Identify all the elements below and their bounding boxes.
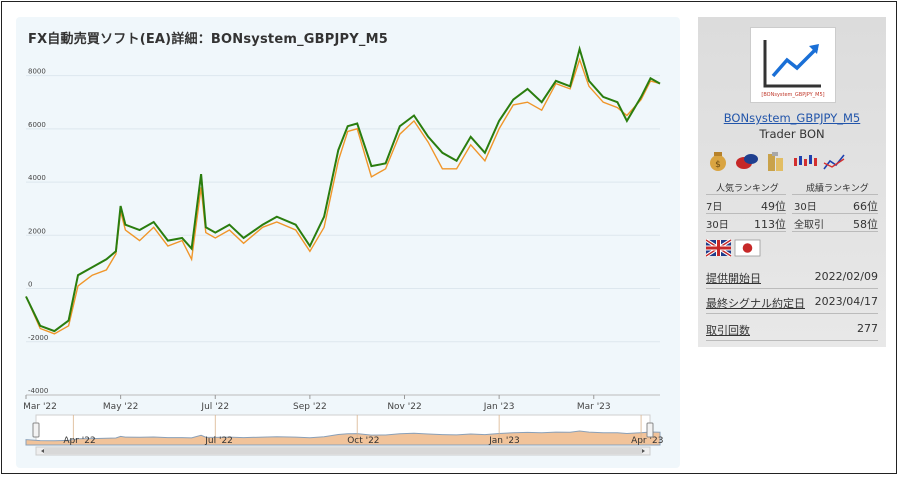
y-tick-label: -4000 xyxy=(28,387,48,395)
info-value: 277 xyxy=(857,322,878,335)
scroll-right-arrow[interactable] xyxy=(642,449,645,453)
series-line xyxy=(25,57,661,335)
rank-label: 7日 xyxy=(706,202,723,213)
navigator-tick-label: Jul '22 xyxy=(204,436,233,446)
chart-panel: FX自動売買ソフト(EA)詳細：BONsystem_GBPJPY_M5 8000… xyxy=(16,17,680,468)
info-label: 最終シグナル約定日 xyxy=(706,297,805,310)
rank-label: 30日 xyxy=(794,202,817,213)
rank-value: 58位 xyxy=(853,218,878,231)
performance-rank-30d: 30日 66位 xyxy=(794,198,878,213)
popularity-rank-30d: 30日 113位 xyxy=(706,216,786,231)
popularity-ranking-heading: 人気ランキング xyxy=(716,184,779,194)
candlestick-icon[interactable] xyxy=(794,155,817,166)
info-value: 2023/04/17 xyxy=(814,295,878,308)
info-row-trade-count[interactable]: 取引回数 277 xyxy=(706,322,878,338)
info-row-last-signal-date[interactable]: 最終シグナル約定日 2023/04/17 xyxy=(706,295,878,311)
y-tick-label: 4000 xyxy=(28,174,46,182)
x-tick-label: Sep '22 xyxy=(293,402,327,412)
coin-stack-icon[interactable] xyxy=(768,152,783,171)
y-tick-label: 8000 xyxy=(28,68,46,76)
profit-chart[interactable]: 8000 6000 4000 2000 0 -2000 -4000 Mar '22 May '2… xyxy=(16,17,680,468)
y-tick-label: -2000 xyxy=(28,334,48,342)
performance-ranking-heading: 成績ランキング xyxy=(806,184,869,194)
rank-value: 49位 xyxy=(761,200,786,213)
rank-label: 30日 xyxy=(706,220,729,231)
divider xyxy=(792,213,878,214)
info-label: 提供開始日 xyxy=(706,272,761,285)
divider xyxy=(706,213,786,214)
money-bag-icon[interactable]: $ xyxy=(710,152,726,171)
performance-rank-all: 全取引 58位 xyxy=(794,216,878,231)
scrollbar-thumb[interactable] xyxy=(44,448,642,454)
uk-flag-icon[interactable] xyxy=(706,239,732,257)
info-row-start-date[interactable]: 提供開始日 2022/02/09 xyxy=(706,270,878,286)
speech-bubble-icon[interactable] xyxy=(736,154,758,169)
rank-value: 66位 xyxy=(853,200,878,213)
system-name-link[interactable]: BONsystem_GBPJPY_M5 xyxy=(723,111,861,125)
x-tick-label: Mar '22 xyxy=(23,402,57,412)
ea-info-sidebar: [BONsystem_GBPJPY_M5] BONsystem_GBPJPY_M… xyxy=(698,17,886,347)
logo-label: [BONsystem_GBPJPY_M5] xyxy=(761,92,825,98)
x-tick-label: May '22 xyxy=(103,402,138,412)
x-tick-label: Jan '23 xyxy=(483,402,515,412)
divider xyxy=(706,194,786,195)
navigator-tick-label: Apr '22 xyxy=(63,436,95,446)
y-tick-label: 6000 xyxy=(28,121,46,129)
navigator-handle[interactable] xyxy=(646,422,654,438)
divider xyxy=(706,288,878,289)
divider xyxy=(706,340,878,341)
popularity-rank-7d: 7日 49位 xyxy=(706,198,786,213)
japan-flag-icon[interactable] xyxy=(734,239,761,257)
divider xyxy=(792,194,878,195)
series-line xyxy=(25,45,661,333)
rank-label: 全取引 xyxy=(794,220,824,231)
ea-logo[interactable]: [BONsystem_GBPJPY_M5] xyxy=(750,27,836,103)
x-tick-label: Jul '22 xyxy=(200,402,229,412)
trader-name[interactable]: Trader BON xyxy=(759,127,825,141)
y-tick-label: 2000 xyxy=(28,227,46,235)
info-label: 取引回数 xyxy=(706,324,750,337)
y-tick-label: 0 xyxy=(28,281,32,289)
scroll-left-arrow[interactable] xyxy=(41,449,44,453)
divider xyxy=(792,231,878,232)
navigator-tick-label: Oct '22 xyxy=(347,436,379,446)
navigator-area xyxy=(25,430,661,446)
x-tick-label: Nov '22 xyxy=(387,402,421,412)
info-value: 2022/02/09 xyxy=(814,270,878,283)
chart-up-arrow-icon xyxy=(763,40,821,88)
navigator-handle[interactable] xyxy=(32,422,40,438)
trend-line-icon[interactable] xyxy=(823,154,845,170)
navigator-tick-label: Jan '23 xyxy=(488,436,520,446)
chart-title: FX自動売買ソフト(EA)詳細：BONsystem_GBPJPY_M5 xyxy=(28,32,388,47)
rank-value: 113位 xyxy=(754,218,786,231)
navigator-tick-label: Apr '23 xyxy=(631,436,663,446)
x-tick-label: Mar '23 xyxy=(577,402,611,412)
divider xyxy=(706,313,878,314)
svg-text:$: $ xyxy=(715,160,721,170)
divider xyxy=(706,231,786,232)
